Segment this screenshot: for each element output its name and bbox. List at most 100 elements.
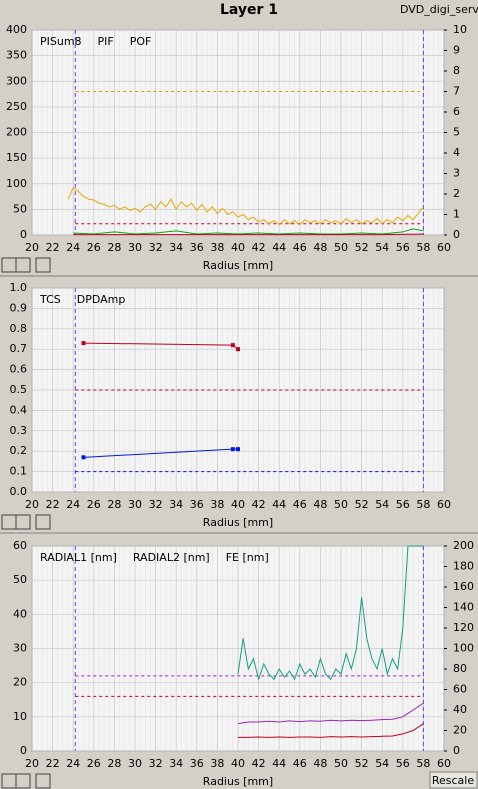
rescale-button[interactable]: [429, 771, 478, 789]
x-tick-label: 24: [66, 757, 80, 770]
x-tick-label: 50: [334, 241, 348, 254]
toolbar-icon[interactable]: [15, 514, 31, 530]
x-tick-label: 58: [416, 241, 430, 254]
x-tick-label: 46: [293, 498, 307, 511]
rescale-label[interactable]: Rescale: [432, 774, 474, 787]
x-tick-label: 26: [87, 498, 101, 511]
toolbar-icon[interactable]: [35, 514, 51, 530]
x-tick-label: 54: [375, 757, 389, 770]
x-tick-label: 52: [355, 241, 369, 254]
point: [236, 447, 240, 452]
y2-tick-label: 5: [453, 126, 460, 139]
x-tick-label: 36: [190, 757, 204, 770]
x-tick-label: 44: [272, 757, 286, 770]
x-tick-label: 20: [25, 757, 39, 770]
x-tick-label: 20: [25, 498, 39, 511]
point: [236, 347, 240, 352]
series-line: [67, 187, 424, 226]
toolbar-icon[interactable]: [35, 257, 51, 273]
x-tick-label: 44: [272, 241, 286, 254]
x-tick-label: 32: [149, 498, 163, 511]
x-tick-label: 60: [437, 241, 451, 254]
y-tick-label: 0.7: [10, 342, 28, 355]
x-tick-label: 28: [107, 757, 121, 770]
x-tick-label: 36: [190, 241, 204, 254]
x-tick-label: 56: [396, 757, 410, 770]
toolbar-icon[interactable]: [15, 773, 31, 789]
y2-tick-label: 2: [453, 187, 460, 200]
y-tick-label: 0.8: [10, 322, 28, 335]
x-tick-label: 20: [25, 241, 39, 254]
y2-tick-label: 80: [453, 662, 467, 675]
toolbar-icon[interactable]: [1, 257, 17, 273]
y2-tick-label: 1: [453, 208, 460, 221]
legend-entry: POF: [130, 35, 152, 48]
y2-tick-label: 6: [453, 105, 460, 118]
point: [230, 447, 235, 452]
toolbar-icon[interactable]: [1, 514, 17, 530]
y2-tick-label: 20: [453, 724, 467, 737]
y-tick-label: 0.4: [10, 403, 28, 416]
x-tick-label: 54: [375, 498, 389, 511]
y-tick-label: 40: [13, 607, 27, 620]
x-tick-label: 56: [396, 241, 410, 254]
y2-tick-label: 0: [453, 228, 460, 241]
y2-tick-label: 4: [453, 146, 460, 159]
y-tick-label: 150: [6, 151, 27, 164]
x-axis-label: Radius [mm]: [203, 516, 273, 529]
x-axis-label: Radius [mm]: [203, 259, 273, 272]
y2-tick-label: 7: [453, 85, 460, 98]
x-tick-label: 36: [190, 498, 204, 511]
y-tick-label: 0: [20, 228, 27, 241]
y-tick-label: 0.6: [10, 363, 28, 376]
x-tick-label: 34: [169, 498, 183, 511]
title: Layer 1: [220, 2, 278, 18]
y-tick-label: 350: [6, 49, 27, 62]
series-line: [73, 228, 424, 235]
x-tick-label: 30: [128, 757, 142, 770]
x-tick-label: 34: [169, 757, 183, 770]
y-tick-label: 300: [6, 74, 27, 87]
series-line: [73, 233, 424, 236]
y2-tick-label: 10: [453, 23, 467, 36]
x-tick-label: 40: [231, 498, 245, 511]
toolbar-icon[interactable]: [35, 773, 51, 789]
x-tick-label: 34: [169, 241, 183, 254]
legend-entry: TCS: [39, 293, 61, 306]
x-tick-label: 26: [87, 241, 101, 254]
y-tick-label: 400: [6, 23, 27, 36]
x-tick-label: 30: [128, 241, 142, 254]
x-tick-label: 42: [252, 498, 266, 511]
x-tick-label: 32: [149, 241, 163, 254]
y2-tick-label: 200: [453, 539, 474, 552]
x-tick-label: 42: [252, 241, 266, 254]
y2-tick-label: 3: [453, 167, 460, 180]
x-tick-label: 46: [293, 241, 307, 254]
y2-tick-label: 160: [453, 580, 474, 593]
x-tick-label: 60: [437, 498, 451, 511]
x-tick-label: 24: [66, 498, 80, 511]
x-tick-label: 50: [334, 757, 348, 770]
x-tick-label: 32: [149, 757, 163, 770]
x-tick-label: 46: [293, 757, 307, 770]
y-tick-label: 60: [13, 539, 27, 552]
x-tick-label: 48: [313, 498, 327, 511]
x-tick-label: 48: [313, 757, 327, 770]
x-tick-label: 52: [355, 757, 369, 770]
y-tick-label: 250: [6, 100, 27, 113]
subtitle: DVD_digi_serv: [400, 3, 478, 16]
x-tick-label: 48: [313, 241, 327, 254]
y-tick-label: 0.5: [10, 383, 28, 396]
x-tick-label: 22: [46, 757, 60, 770]
x-tick-label: 44: [272, 498, 286, 511]
x-tick-label: 54: [375, 241, 389, 254]
x-tick-label: 52: [355, 498, 369, 511]
x-tick-label: 60: [437, 757, 451, 770]
toolbar-icon[interactable]: [1, 773, 17, 789]
y-tick-label: 0: [20, 744, 27, 757]
toolbar-icon[interactable]: [15, 257, 31, 273]
y-tick-label: 0.9: [10, 301, 28, 314]
y-tick-label: 100: [6, 177, 27, 190]
y-tick-label: 0.1: [10, 465, 28, 478]
series-line: [238, 723, 424, 738]
